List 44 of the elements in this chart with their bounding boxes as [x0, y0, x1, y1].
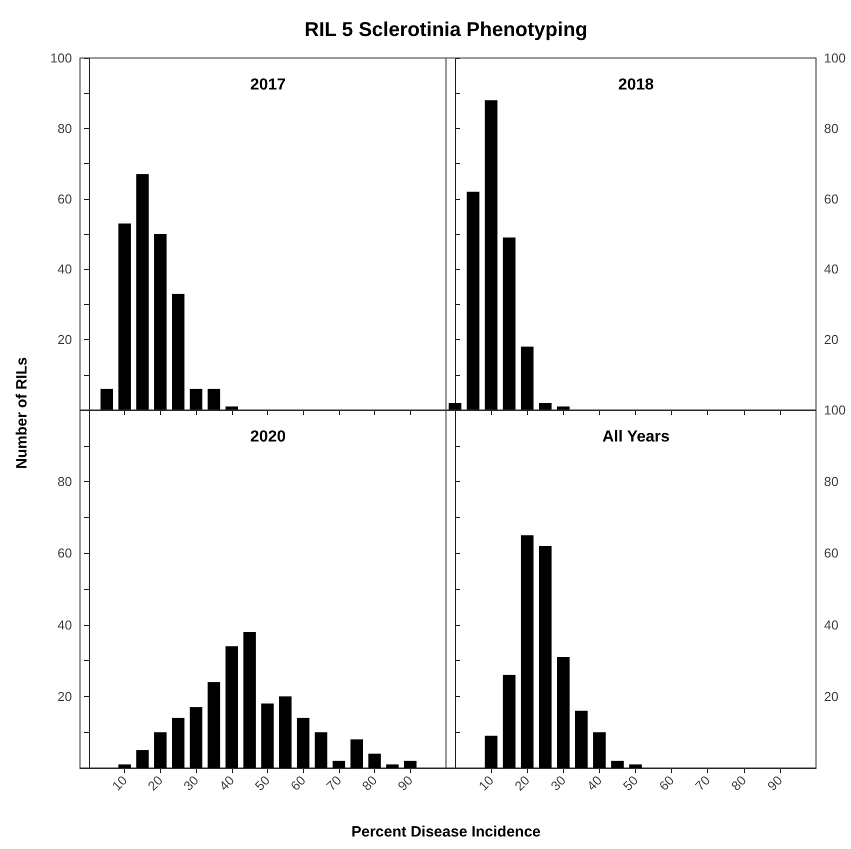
x-tick-label: 50	[620, 772, 641, 794]
y-tick-label: 80	[58, 474, 72, 490]
y-axis-title: Number of RILs	[14, 357, 30, 469]
y-tick-label: 80	[58, 120, 72, 136]
text: RIL 5 Sclerotinia Phenotyping	[304, 19, 588, 41]
y2-tick-label: 20	[824, 332, 838, 348]
y-tick-label: 20	[58, 688, 72, 704]
y2-tick-label: 40	[824, 262, 838, 277]
x-tick-label: 30	[548, 772, 569, 794]
text: 2018	[618, 76, 654, 94]
text: All Years	[602, 428, 670, 446]
x-tick-label: 90	[764, 772, 786, 794]
x-tick-label: 70	[323, 772, 344, 794]
x-tick-label: 60	[288, 772, 308, 794]
text: 2017	[250, 76, 286, 94]
y2-tick-label: 100	[824, 402, 846, 418]
x-axis-title: Percent Disease Incidence	[351, 824, 541, 840]
y-tick-label: 100	[50, 50, 72, 66]
y2-tick-label: 80	[824, 120, 838, 136]
x-tick-label: 20	[512, 772, 533, 794]
x-tick-label: 90	[394, 772, 416, 794]
y-tick-label: 60	[58, 191, 72, 206]
y-tick-label: 40	[58, 262, 72, 277]
x-tick-label: 80	[359, 772, 380, 794]
x-tick-label: 30	[180, 772, 202, 794]
y2-tick-label: 60	[824, 546, 838, 561]
x-tick-label: 50	[252, 772, 273, 794]
x-tick-label: 60	[656, 772, 677, 794]
text: 2020	[250, 428, 286, 446]
y2-tick-label: 60	[824, 191, 838, 206]
y-tick-label: 20	[58, 332, 72, 348]
x-tick-label: 20	[144, 772, 166, 794]
x-tick-label: 80	[728, 772, 750, 794]
x-tick-label: 10	[109, 772, 130, 794]
y2-tick-label: 40	[824, 617, 838, 632]
y2-tick-label: 100	[824, 50, 846, 66]
y2-tick-label: 80	[824, 474, 838, 490]
x-tick-label: 40	[584, 772, 605, 794]
y2-tick-label: 20	[824, 688, 838, 704]
x-tick-label: 10	[476, 772, 496, 794]
y-tick-label: 60	[58, 546, 72, 561]
x-tick-label: 40	[216, 772, 238, 794]
x-tick-label: 70	[692, 772, 714, 794]
y-tick-label: 40	[58, 617, 72, 632]
